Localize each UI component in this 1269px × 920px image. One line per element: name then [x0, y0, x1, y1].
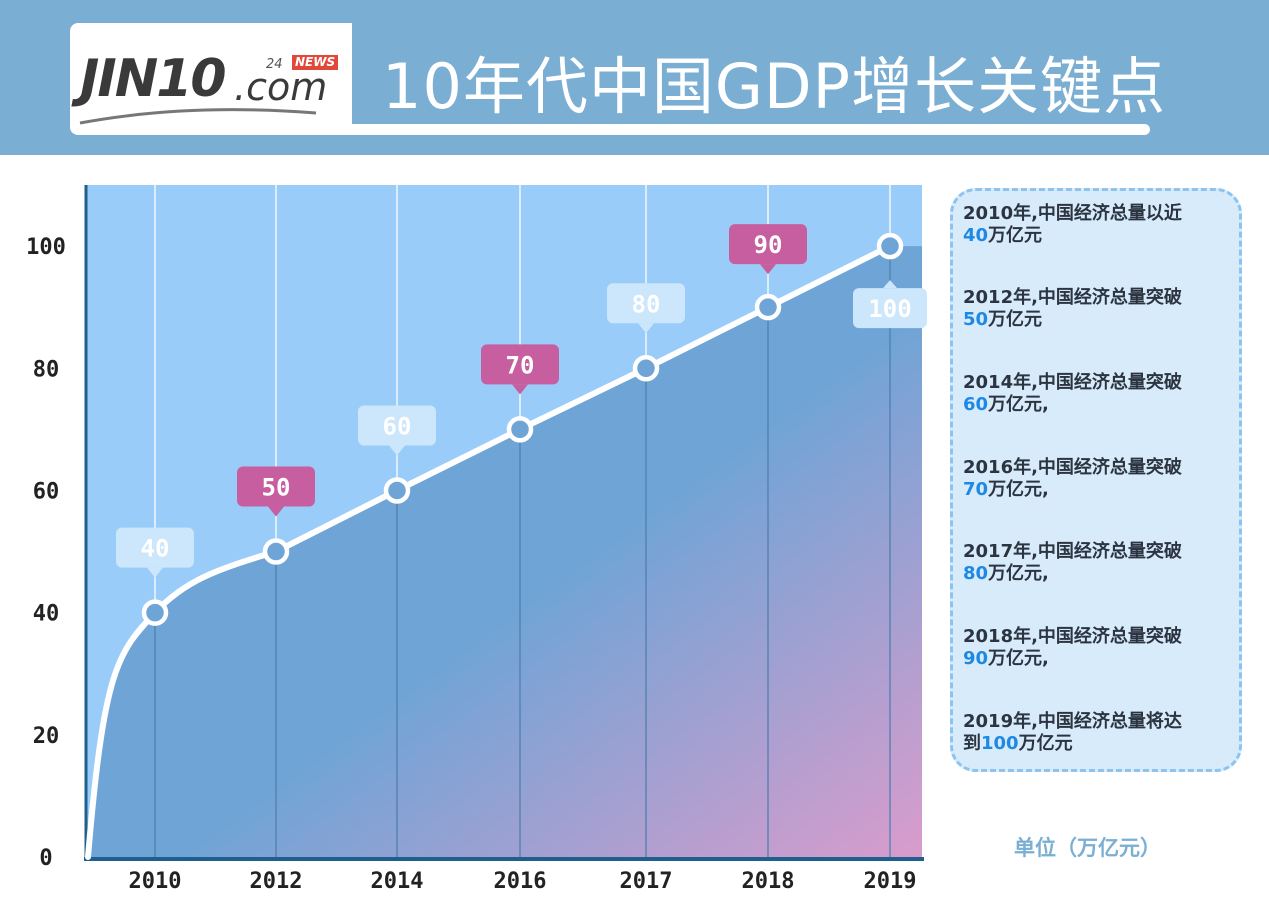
logo-suffix-text: .com — [234, 65, 328, 109]
data-label-box — [481, 344, 559, 385]
area-fill — [88, 246, 922, 857]
logo-swoosh-icon — [79, 108, 317, 125]
note-value: 70 — [963, 479, 989, 500]
x-tick-label: 2010 — [129, 869, 182, 894]
header-bar: JIN10 24 NEWS .com 10年代中国GDP增长关键点 — [0, 0, 1269, 155]
data-label-box — [853, 288, 927, 329]
note-suffix: 万亿元, — [988, 648, 1049, 669]
data-point — [632, 355, 660, 382]
note-item: 2016年,中国经济总量突破 70万亿元, — [963, 457, 1243, 501]
note-suffix: 万亿元 — [988, 309, 1043, 330]
x-tick-label: 2012 — [250, 869, 303, 894]
data-label: 70 — [481, 344, 559, 395]
page-title: 10年代中国GDP增长关键点 — [382, 50, 1167, 123]
note-item: 2017年,中国经济总量突破 80万亿元, — [963, 541, 1243, 585]
note-text: 2012年,中国经济总量突破 — [963, 287, 1182, 308]
y-tick-label: 0 — [39, 846, 52, 871]
gdp-area-chart: 0 20 40 60 80 100 2010 2012 2014 2016 2017 2018 2019… — [26, 185, 927, 894]
note-prefix: 到 — [963, 733, 981, 754]
notes-panel: 2010年,中国经济总量以近 40万亿元 2012年,中国经济总量突破 50万亿元 20… — [950, 188, 1242, 772]
note-text: 2019年,中国经济总量将达 — [963, 711, 1182, 732]
data-label-pointer — [147, 567, 163, 578]
data-label-pointer — [638, 323, 654, 334]
note-value: 50 — [963, 309, 989, 330]
x-tick-label: 2018 — [742, 869, 795, 894]
logo-tag-prefix: 24 — [266, 57, 283, 72]
y-tick-label: 100 — [26, 235, 66, 260]
x-tick-label: 2014 — [371, 869, 424, 894]
note-text: 2017年,中国经济总量突破 — [963, 541, 1182, 562]
data-label-text: 100 — [868, 295, 911, 323]
data-label-pointer — [389, 445, 405, 456]
data-label-text: 50 — [262, 474, 291, 502]
data-label: 90 — [729, 224, 807, 275]
data-point — [383, 477, 411, 504]
note-value: 60 — [963, 394, 989, 415]
note-value: 80 — [963, 563, 989, 584]
y-tick-label: 60 — [33, 479, 60, 504]
note-item: 2014年,中国经济总量突破 60万亿元, — [963, 372, 1243, 416]
logo-news-tag: NEWS — [292, 55, 339, 70]
note-suffix: 万亿元 — [988, 225, 1043, 246]
data-label-box — [237, 466, 315, 507]
note-item: 2018年,中国经济总量突破 90万亿元, — [963, 626, 1243, 670]
y-tick-label: 80 — [33, 357, 60, 382]
data-label-text: 60 — [383, 412, 412, 440]
note-text: 2014年,中国经济总量突破 — [963, 372, 1182, 393]
data-label-box — [607, 283, 685, 324]
data-label-pointer — [512, 384, 528, 395]
data-label: 40 — [116, 527, 194, 578]
data-label-pointer — [268, 506, 284, 517]
data-point — [141, 599, 169, 626]
data-label-box — [116, 527, 194, 568]
x-tick-label: 2017 — [620, 869, 673, 894]
data-label: 60 — [358, 405, 436, 456]
note-text: 2018年,中国经济总量突破 — [963, 626, 1182, 647]
data-label-text: 70 — [506, 351, 535, 379]
data-label-text: 90 — [754, 231, 783, 259]
note-text: 2016年,中国经济总量突破 — [963, 457, 1182, 478]
y-tick-label: 20 — [33, 724, 60, 749]
data-point — [262, 538, 290, 565]
unit-label: 单位（万亿元） — [1014, 836, 1161, 860]
logo-main-text: JIN10 — [80, 49, 227, 109]
note-suffix: 万亿元 — [1018, 733, 1073, 754]
note-value: 40 — [963, 225, 989, 246]
y-tick-label: 40 — [33, 602, 60, 627]
x-tick-label: 2019 — [864, 869, 917, 894]
data-point — [754, 293, 782, 321]
data-label-text: 40 — [141, 535, 170, 563]
logo: JIN10 24 NEWS .com — [70, 23, 352, 135]
note-suffix: 万亿元, — [988, 563, 1049, 584]
title-underline — [352, 124, 1150, 135]
note-value: 90 — [963, 648, 989, 669]
note-text: 2010年,中国经济总量以近 — [963, 203, 1182, 224]
note-item: 2010年,中国经济总量以近 40万亿元 — [963, 203, 1243, 247]
note-item: 2012年,中国经济总量突破 50万亿元 — [963, 287, 1243, 331]
data-label: 100 — [853, 280, 927, 329]
data-label-box — [358, 405, 436, 446]
data-label-pointer — [883, 280, 897, 289]
note-suffix: 万亿元, — [988, 394, 1049, 415]
data-label-text: 80 — [632, 290, 661, 318]
data-point — [876, 232, 904, 260]
data-label-pointer — [760, 264, 776, 275]
data-label: 50 — [237, 466, 315, 517]
data-point — [506, 416, 534, 443]
data-label-box — [729, 224, 807, 265]
note-item: 2019年,中国经济总量将达 到100万亿元 — [963, 711, 1243, 755]
x-tick-label: 2016 — [494, 869, 547, 894]
data-label: 80 — [607, 283, 685, 334]
note-value: 100 — [981, 733, 1019, 754]
note-suffix: 万亿元, — [988, 479, 1049, 500]
